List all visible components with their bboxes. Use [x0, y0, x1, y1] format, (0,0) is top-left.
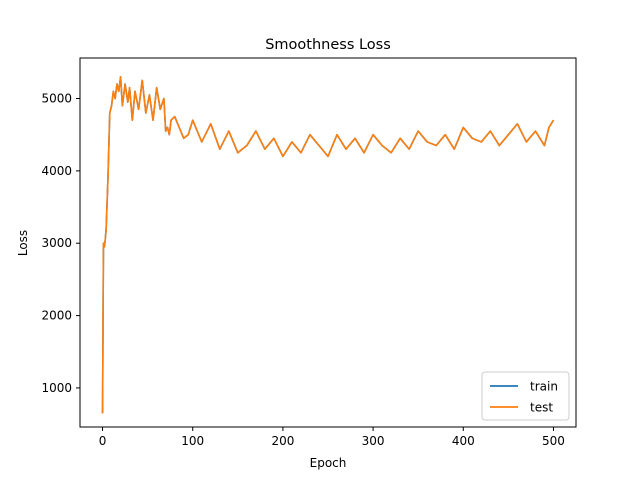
y-tick-label: 3000	[41, 236, 72, 250]
x-tick-label: 400	[452, 434, 475, 448]
y-tick-label: 5000	[41, 92, 72, 106]
y-tick-label: 2000	[41, 309, 72, 323]
legend: train test	[481, 371, 570, 421]
x-tick-label: 500	[542, 434, 565, 448]
x-tick-label: 100	[181, 434, 204, 448]
x-tick-label: 0	[99, 434, 107, 448]
chart-title: Smoothness Loss	[265, 37, 391, 53]
series-layer	[101, 76, 555, 414]
legend-label-train: train	[530, 380, 558, 394]
legend-label-test: test	[530, 401, 553, 415]
legend-box	[481, 371, 570, 421]
x-tick-label: 200	[271, 434, 294, 448]
x-tick-label: 300	[362, 434, 385, 448]
plot-frame	[79, 57, 577, 428]
y-axis-label: Loss	[16, 230, 30, 256]
x-axis-label: Epoch	[310, 456, 347, 470]
y-tick-label: 1000	[41, 381, 72, 395]
y-axis-ticks: 1000 2000 3000 4000 5000	[41, 92, 80, 395]
series-line-test	[101, 76, 555, 414]
x-axis-ticks: 0 100 200 300 400 500	[99, 427, 565, 448]
y-tick-label: 4000	[41, 164, 72, 178]
